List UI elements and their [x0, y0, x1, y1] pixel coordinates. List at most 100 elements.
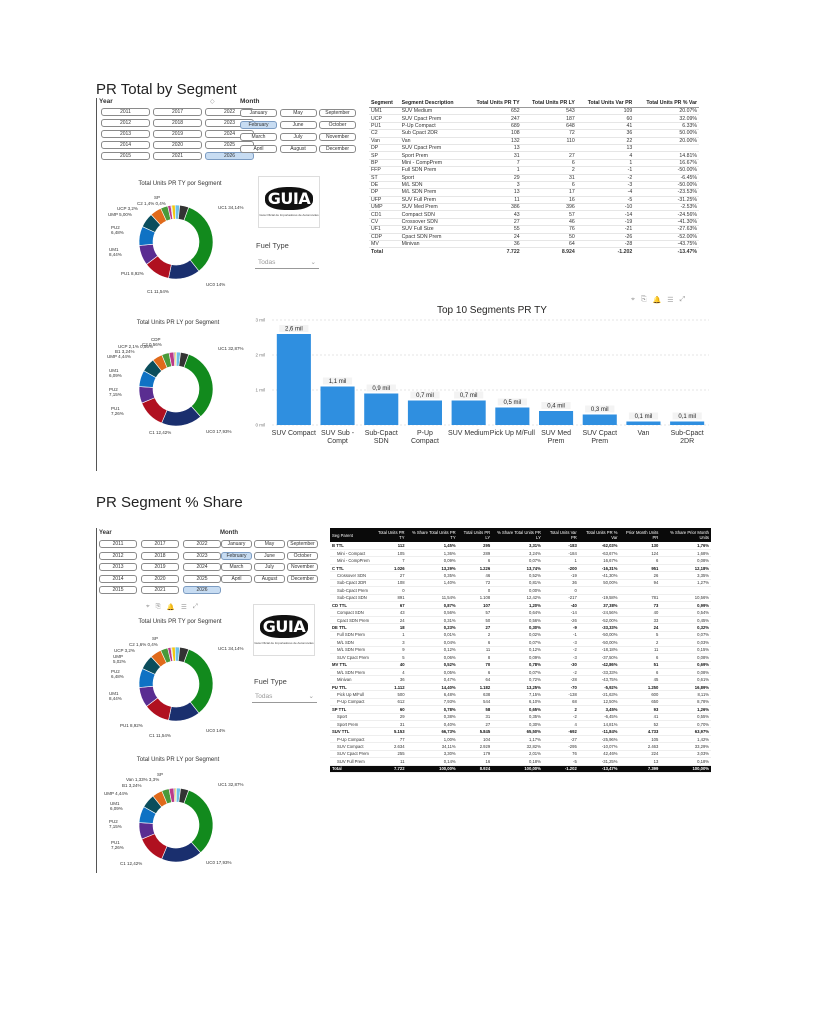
year-button-2020[interactable]: 2020: [153, 141, 202, 149]
month-button-november[interactable]: November: [319, 133, 356, 141]
year-button-2026[interactable]: 2026: [183, 586, 221, 594]
year-button-2012[interactable]: 2012: [99, 551, 137, 560]
year-button-2021[interactable]: 2021: [141, 586, 179, 594]
column-header[interactable]: Total Units PR TY: [465, 99, 522, 108]
copy-icon[interactable]: ⎘: [155, 603, 161, 610]
column-header[interactable]: Total Units PR % Var: [578, 528, 620, 542]
column-header[interactable]: Prior Month Units PR: [619, 528, 661, 542]
column-header[interactable]: Total Units Var PR: [542, 528, 579, 542]
month-button-february[interactable]: February: [240, 121, 277, 129]
table-cell: 27: [521, 151, 577, 160]
month-button-may[interactable]: May: [254, 540, 285, 548]
column-header[interactable]: % Share Total Units PR TY: [406, 528, 458, 542]
month-button-february[interactable]: February: [221, 551, 252, 560]
year-button-2017[interactable]: 2017: [141, 540, 179, 548]
donut-slice[interactable]: [183, 789, 214, 854]
bar-suv-cpact-prem[interactable]: [582, 414, 617, 426]
column-header[interactable]: Total Units PR % Var: [634, 99, 699, 108]
month-button-november[interactable]: November: [287, 563, 318, 571]
bar-sub-cpact-2dr[interactable]: [670, 421, 705, 426]
year-button-2011[interactable]: 2011: [99, 540, 137, 548]
month-button-october[interactable]: October: [287, 551, 318, 560]
year-button-2014[interactable]: 2014: [101, 141, 150, 149]
month-button-august[interactable]: August: [279, 145, 317, 153]
table-cell: 0: [542, 586, 579, 595]
column-header[interactable]: % Share Prior Month Units: [660, 528, 711, 542]
bar-suv-compact[interactable]: [276, 334, 311, 425]
table-cell: 6: [521, 181, 577, 190]
month-button-january[interactable]: January: [221, 540, 252, 548]
year-button-2013[interactable]: 2013: [99, 563, 137, 571]
year-button-2012[interactable]: 2012: [101, 119, 150, 127]
pin-icon[interactable]: ⌖: [146, 603, 150, 610]
year-button-2023[interactable]: 2023: [183, 551, 221, 560]
year-button-2018[interactable]: 2018: [141, 551, 179, 560]
year-button-2019[interactable]: 2019: [141, 563, 179, 571]
month-button-october[interactable]: October: [319, 121, 356, 129]
focus-mode-icon[interactable]: ⤢: [679, 296, 686, 303]
column-header[interactable]: Segment Description: [399, 99, 466, 108]
month-button-january[interactable]: January: [240, 109, 277, 117]
fuel-type-dropdown-2[interactable]: Todas ⌄: [252, 690, 317, 703]
month-button-june[interactable]: June: [254, 551, 285, 560]
bar-sub-cpact-sdn[interactable]: [364, 393, 399, 426]
year-button-2021[interactable]: 2021: [153, 152, 202, 160]
year-button-2015[interactable]: 2015: [99, 586, 137, 594]
month-button-july[interactable]: July: [279, 133, 317, 141]
column-header[interactable]: Total Units PR LY: [521, 99, 577, 108]
month-button-june[interactable]: June: [279, 121, 317, 129]
donut-slice[interactable]: [183, 353, 214, 418]
year-button-2011[interactable]: 2011: [101, 108, 150, 116]
column-header[interactable]: Total Units PR TY: [371, 528, 407, 542]
filter-icon[interactable]: ☰: [667, 297, 674, 304]
month-button-september[interactable]: September: [287, 540, 318, 548]
bar-suv-medium[interactable]: [451, 400, 486, 426]
year-button-2025[interactable]: 2025: [183, 574, 221, 583]
year-button-2019[interactable]: 2019: [153, 130, 202, 138]
column-header[interactable]: Seg Parent: [330, 528, 372, 542]
year-button-2015[interactable]: 2015: [101, 152, 150, 160]
column-header[interactable]: Segment: [369, 99, 400, 108]
bell-icon[interactable]: 🔔: [166, 604, 175, 611]
month-button-december[interactable]: December: [319, 145, 356, 153]
fuel-type-dropdown[interactable]: Todas ⌄: [255, 256, 319, 269]
donut-slice[interactable]: [178, 787, 190, 804]
year-button-2024[interactable]: 2024: [183, 563, 221, 571]
table-cell: [619, 586, 661, 595]
bar-van[interactable]: [626, 421, 661, 426]
column-header[interactable]: Total Units PR LY: [457, 528, 493, 542]
donut-slice[interactable]: [178, 646, 190, 663]
month-button-december[interactable]: December: [287, 574, 318, 583]
column-header[interactable]: Total Units Var PR: [576, 99, 635, 108]
month-button-march[interactable]: March: [221, 563, 252, 571]
donut-slice[interactable]: [178, 204, 190, 221]
donut-slice[interactable]: [178, 351, 190, 368]
column-header[interactable]: % Share Total Units PR LY: [492, 528, 543, 542]
month-button-april[interactable]: April: [221, 574, 252, 583]
month-button-may[interactable]: May: [279, 109, 317, 117]
copy-icon[interactable]: ⎘: [640, 296, 647, 303]
month-button-july[interactable]: July: [254, 563, 285, 571]
bar-suv-med-prem[interactable]: [539, 411, 574, 425]
month-button-april[interactable]: April: [240, 145, 277, 153]
filter-icon[interactable]: ☰: [180, 604, 187, 611]
bar-p-up-compact[interactable]: [407, 400, 442, 426]
year-button-2026[interactable]: 2026: [205, 152, 254, 160]
month-button-august[interactable]: August: [254, 574, 285, 583]
focus-mode-icon[interactable]: ⤢: [192, 603, 198, 610]
bar-suv-sub-compt[interactable]: [320, 386, 355, 426]
table-cell: SUV Cpact Prem: [330, 750, 372, 759]
bar-pick-up-m-full[interactable]: [495, 407, 530, 426]
year-button-2017[interactable]: 2017: [153, 108, 202, 116]
pin-icon[interactable]: ⌖: [631, 296, 635, 303]
month-button-september[interactable]: September: [319, 109, 356, 117]
table-cell: 72: [521, 129, 577, 138]
year-button-2014[interactable]: 2014: [99, 574, 137, 583]
year-button-2013[interactable]: 2013: [101, 130, 150, 138]
bell-icon[interactable]: 🔔: [652, 297, 662, 304]
clear-filter-icon[interactable]: ◇: [210, 99, 215, 105]
year-button-2020[interactable]: 2020: [141, 574, 179, 583]
year-button-2022[interactable]: 2022: [183, 540, 221, 548]
year-button-2018[interactable]: 2018: [153, 119, 202, 127]
month-button-march[interactable]: March: [240, 133, 277, 141]
